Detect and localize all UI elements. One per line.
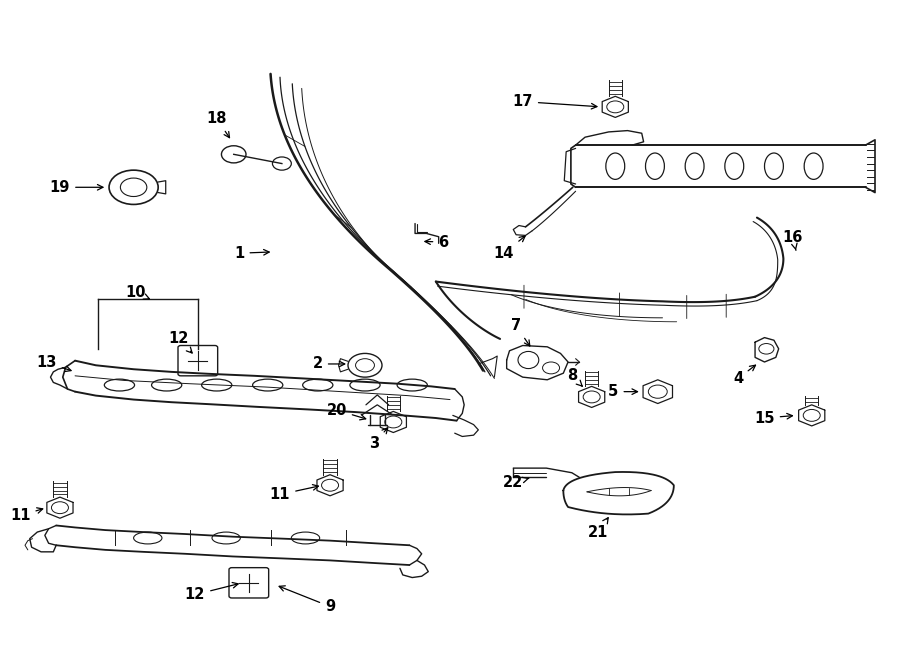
Text: 19: 19 <box>50 180 103 195</box>
Text: 2: 2 <box>312 356 345 371</box>
Text: 12: 12 <box>169 332 192 353</box>
Text: 17: 17 <box>512 94 597 109</box>
Text: 5: 5 <box>608 384 637 399</box>
Text: 11: 11 <box>270 485 319 502</box>
Text: 16: 16 <box>783 230 803 250</box>
Text: 7: 7 <box>511 318 530 346</box>
Text: 22: 22 <box>503 475 529 490</box>
Text: 9: 9 <box>279 586 335 614</box>
Text: 8: 8 <box>567 368 582 386</box>
Text: 11: 11 <box>10 508 42 523</box>
Text: 14: 14 <box>493 236 525 261</box>
Text: 18: 18 <box>206 111 230 138</box>
Text: 15: 15 <box>754 410 793 426</box>
Text: 10: 10 <box>125 285 149 301</box>
Text: 20: 20 <box>327 402 365 420</box>
Text: 6: 6 <box>425 234 448 250</box>
Text: 21: 21 <box>588 518 608 540</box>
Text: 3: 3 <box>369 428 388 451</box>
Text: 12: 12 <box>184 583 239 602</box>
Text: 1: 1 <box>234 246 269 261</box>
Text: 4: 4 <box>733 365 755 386</box>
Text: 13: 13 <box>37 355 71 371</box>
